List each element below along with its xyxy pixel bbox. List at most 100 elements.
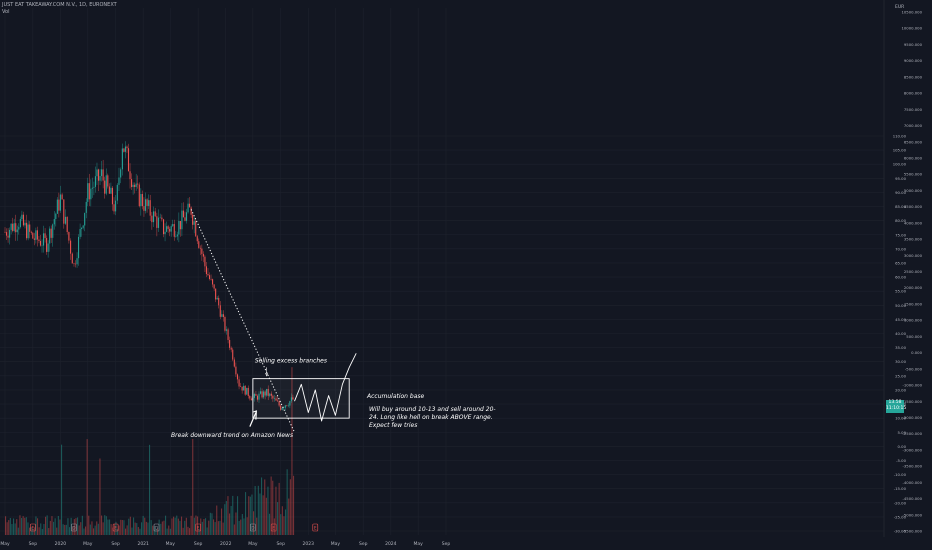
candle-body: [138, 184, 140, 207]
candle-body: [41, 245, 43, 247]
volume-bar: [181, 516, 183, 535]
volume-bar: [243, 518, 245, 535]
candle-body: [7, 235, 9, 238]
candle-body: [22, 214, 25, 226]
volume-bar: [8, 520, 10, 535]
price-tick-label: -10.00: [894, 472, 907, 477]
annotation-selling-branches: Selling excess branches: [255, 358, 327, 365]
volume-bar: [195, 515, 197, 535]
selling-arrow-head: [265, 372, 269, 377]
volume-tick-label: 1000.000: [904, 318, 923, 323]
candle-body: [9, 229, 11, 238]
volume-tick-label: -1500.000: [903, 399, 923, 404]
volume-bar: [291, 367, 293, 535]
volume-bar: [109, 519, 111, 535]
last-price-time: 11:10:15: [886, 406, 907, 411]
volume-bar: [104, 515, 106, 535]
candle-body: [243, 385, 245, 391]
volume-bar: [209, 512, 211, 535]
volume-bar: [259, 493, 261, 535]
candle-body: [78, 236, 80, 259]
volume-bar: [283, 516, 285, 535]
volume-tick-label: -5000.000: [903, 512, 923, 517]
candle-body: [56, 199, 58, 214]
candle-body: [159, 217, 161, 219]
volume-bar: [149, 444, 151, 535]
volume-bar: [241, 514, 243, 535]
volume-bar: [190, 515, 192, 535]
candle-body: [15, 223, 17, 233]
candle-body: [176, 234, 178, 237]
candle-body: [38, 239, 40, 241]
volume-tick-label: 9000.000: [904, 58, 923, 63]
volume-bar: [77, 517, 79, 535]
volume-bar: [161, 521, 163, 535]
candle-body: [187, 203, 189, 213]
volume-bar: [56, 527, 58, 535]
candle-body: [181, 210, 183, 230]
volume-bar: [280, 514, 282, 535]
event-marker-box: [30, 523, 36, 532]
candle-body: [120, 169, 122, 178]
candle-body: [258, 393, 260, 400]
volume-tick-label: 7000.000: [904, 123, 923, 128]
candle-body: [88, 183, 90, 200]
volume-bar: [102, 522, 104, 535]
candle-body: [232, 349, 234, 360]
candle-body: [35, 230, 37, 240]
candle-body: [277, 400, 279, 402]
candle-body: [207, 274, 209, 276]
candle-body: [249, 396, 251, 399]
candle-body: [208, 275, 211, 280]
candle-body: [46, 238, 48, 252]
volume-bar: [133, 517, 135, 535]
annotation-break-trend: Break downward trend on Amazon News: [171, 432, 293, 439]
candle-body: [39, 240, 42, 246]
volume-tick-label: 500.000: [906, 334, 922, 339]
candle-body: [236, 374, 239, 380]
candle-body: [118, 177, 120, 185]
volume-bar: [22, 516, 24, 535]
event-marker-box: [312, 523, 319, 532]
candle-body: [202, 253, 204, 257]
volume-tick-label: 3500.000: [904, 237, 923, 242]
annotation-accumulation-base: Accumulation base: [366, 393, 425, 400]
volume-bar: [163, 520, 165, 535]
candle-body: [70, 240, 72, 254]
candle-body: [182, 210, 185, 218]
volume-bar: [27, 522, 29, 535]
volume-bar: [70, 517, 72, 535]
time-tick-label: 2023: [303, 541, 315, 547]
candle-body: [215, 288, 217, 300]
candle-body: [64, 216, 67, 224]
volume-bar: [265, 497, 267, 535]
time-tick-label: Sep: [442, 541, 451, 547]
volume-bar: [16, 519, 18, 535]
candle-body: [55, 213, 57, 220]
event-marker-box: [112, 523, 119, 532]
volume-bar: [278, 482, 280, 535]
candle-body: [149, 200, 151, 216]
volume-bar: [121, 519, 123, 535]
volume-bar: [53, 521, 55, 535]
candle-body: [201, 248, 203, 254]
volume-bar: [176, 515, 178, 535]
time-tick-label: 2020: [55, 541, 67, 547]
candle-body: [47, 243, 49, 252]
time-tick-label: May: [248, 541, 258, 547]
candle-body: [148, 200, 150, 206]
chart-grid: [0, 8, 884, 535]
candle-body: [278, 401, 280, 406]
volume-bar: [219, 520, 221, 535]
time-tick-label: Sep: [359, 541, 368, 547]
time-axis[interactable]: May Sep 2020 May Sep 2021 May Sep 2022 May Sep 2023…: [0, 541, 450, 547]
candle-body: [173, 224, 175, 237]
price-tick-label: 70.00: [895, 246, 906, 251]
candle-body: [141, 194, 143, 207]
candle-body: [84, 212, 86, 226]
volume-bar: [61, 444, 63, 535]
chart-header: JUST EAT TAKEAWAY.COM N.V., 1D, EURONEXT…: [2, 2, 117, 16]
